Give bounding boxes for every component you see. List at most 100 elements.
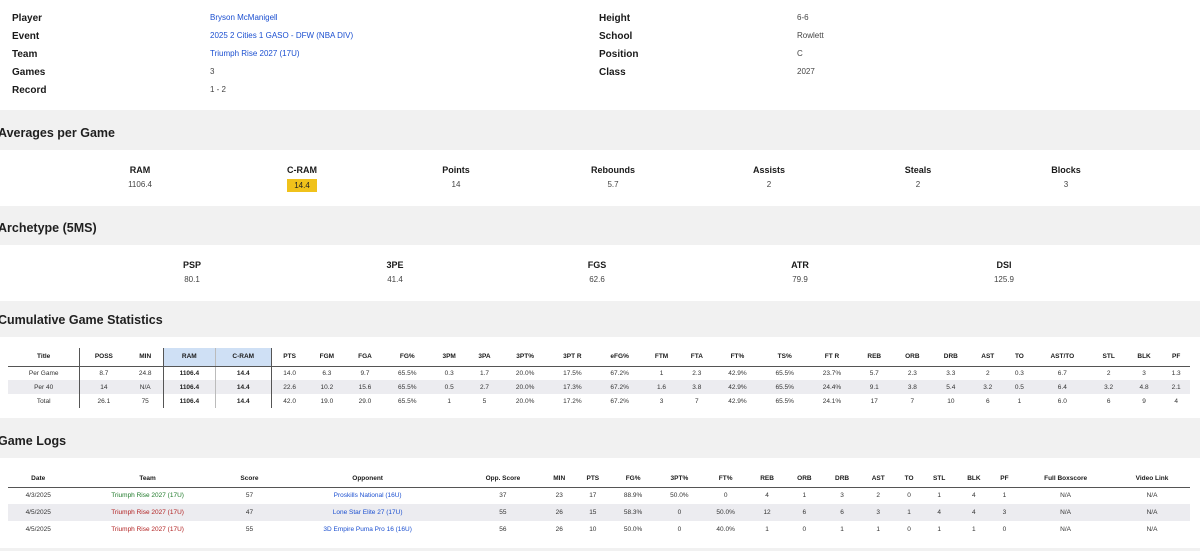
cumulative-cell: 10 (947, 397, 955, 405)
game-logs-col-header[interactable]: FG% (609, 470, 657, 488)
game-log-cell: 2 (876, 492, 881, 500)
team-label: Team (12, 49, 38, 60)
archetype-stat-dsi: DSI 125.9 (949, 260, 1059, 284)
team-link[interactable]: Triumph Rise 2027 (17U) (111, 526, 184, 533)
game-log-cell: 0 (656, 504, 703, 521)
game-log-cell: 26 (542, 504, 576, 521)
opponent-link[interactable]: Lone Star Elite 27 (17U) (272, 504, 464, 521)
cumulative-col-header[interactable]: FT% (713, 348, 762, 367)
game-log-cell: 15 (575, 504, 610, 521)
cumulative-row: Per 40 14 N/A 1106.4 14.4 22.6 10.2 15.6 65.5% 0.… (8, 380, 1190, 394)
game-log-cell: 37 (499, 492, 507, 500)
game-log-cell: 56 (499, 526, 507, 533)
cumulative-cell: 1.6 (643, 380, 680, 394)
game-logs-col-header[interactable]: AST (860, 470, 896, 488)
cumulative-cell: 10.2 (307, 380, 347, 394)
cumulative-cell: 22.6 (271, 380, 308, 394)
game-log-cell: 3 (991, 504, 1018, 521)
class-value: 2027 (797, 67, 815, 76)
cumulative-cell: 5 (482, 397, 487, 405)
game-logs-col-header[interactable]: PF (991, 470, 1018, 488)
cumulative-col-header[interactable]: DRB (931, 348, 970, 367)
opponent-link[interactable]: Proskills National (16U) (333, 492, 402, 500)
stat-label: DSI (996, 260, 1012, 270)
team-link[interactable]: Triumph Rise 2027 (17U) (68, 504, 227, 521)
game-log-cell: 17 (589, 492, 597, 500)
cumulative-col-header[interactable]: Title (8, 348, 81, 367)
cumulative-cell: 4 (1174, 397, 1178, 405)
game-logs-col-header[interactable]: TO (895, 470, 923, 488)
cumulative-col-header[interactable]: 3PA (467, 348, 502, 367)
cumulative-col-header[interactable]: POSS (79, 348, 128, 367)
cumulative-col-header[interactable]: BLK (1125, 348, 1163, 367)
cumulative-col-header[interactable]: FT R (808, 348, 856, 367)
opponent-link[interactable]: 3D Empire Puma Pro 16 (16U) (323, 526, 412, 533)
game-logs-col-header[interactable]: FT% (702, 470, 749, 488)
game-logs-col-header[interactable]: ORB (785, 470, 824, 488)
cumulative-col-header[interactable]: AST/TO (1033, 348, 1092, 367)
stat-value: 125.9 (993, 275, 1015, 284)
cumulative-col-header[interactable]: FGA (346, 348, 384, 367)
game-log-cell: 4 (765, 492, 769, 500)
cumulative-col-header[interactable]: PF (1162, 348, 1190, 367)
cumulative-col-header[interactable]: AST (969, 348, 1006, 367)
game-logs-col-header[interactable]: BLK (955, 470, 992, 488)
cumulative-col-header[interactable]: PTS (271, 348, 308, 367)
game-logs-col-header[interactable]: MIN (542, 470, 576, 488)
game-logs-col-header[interactable]: DRB (823, 470, 861, 488)
game-logs-col-header[interactable]: Opponent (272, 470, 464, 488)
cumulative-cell: 7 (910, 397, 915, 405)
cumulative-col-header[interactable]: FTM (643, 348, 680, 367)
game-logs-col-header[interactable]: Video Link (1114, 470, 1190, 488)
cumulative-cell: 2.1 (1162, 380, 1190, 394)
cumulative-cell: 24.4% (808, 380, 856, 394)
cumulative-cell: 15.6 (346, 380, 384, 394)
cumulative-col-header[interactable]: STL (1091, 348, 1126, 367)
event-link[interactable]: 2025 2 Cities 1 GASO - DFW (NBA DIV) (210, 31, 354, 40)
cumulative-col-header[interactable]: C-RAM (215, 348, 272, 367)
game-logs-col-header[interactable]: REB (748, 470, 786, 488)
game-logs-col-header[interactable]: Opp. Score (463, 470, 543, 488)
cumulative-col-header[interactable]: REB (855, 348, 893, 367)
game-logs-col-header[interactable]: Date (8, 470, 69, 488)
cumulative-cell: 2 (1106, 369, 1111, 377)
game-logs-col-header[interactable]: STL (922, 470, 956, 488)
game-log-cell: 50.0% (702, 504, 749, 521)
player-name-link[interactable]: Bryson McManigell (210, 13, 278, 22)
team-link[interactable]: Triumph Rise 2027 (17U) (210, 49, 300, 58)
cumulative-cell: 0.3 (444, 369, 454, 377)
game-log-cell: 88.9% (623, 492, 643, 500)
cumulative-cell: 14.0 (283, 369, 296, 377)
cumulative-cell: 65.5% (398, 369, 417, 377)
cumulative-cell: 26.1 (97, 397, 111, 405)
game-logs-col-header[interactable]: Full Boxscore (1017, 470, 1115, 488)
cumulative-col-header[interactable]: 3PM (430, 348, 468, 367)
cumulative-col-header[interactable]: 3PT% (501, 348, 549, 367)
team-link[interactable]: Triumph Rise 2027 (17U) (111, 492, 184, 500)
cumulative-col-header[interactable]: TO (1005, 348, 1034, 367)
game-logs-col-header[interactable]: 3PT% (656, 470, 703, 488)
game-log-row: 4/3/2025 Triumph Rise 2027 (17U) 57 Proskil… (8, 487, 1190, 504)
game-log-cell: N/A (1146, 526, 1158, 533)
cumulative-col-header[interactable]: eFG% (596, 348, 644, 367)
stat-label: FGS (587, 260, 607, 270)
cumulative-col-header[interactable]: MIN (127, 348, 164, 367)
game-log-cell: 4 (972, 492, 976, 500)
game-logs-table-body: 4/3/2025 Triumph Rise 2027 (17U) 57 Proskil… (8, 487, 1190, 538)
game-log-cell: N/A (1146, 492, 1158, 500)
game-log-cell: N/A (1060, 492, 1072, 500)
cumulative-col-header[interactable]: FGM (307, 348, 347, 367)
cumulative-cell: Per 40 (8, 380, 81, 394)
game-logs-col-header[interactable]: Team (68, 470, 227, 488)
cumulative-col-header[interactable]: ORB (892, 348, 932, 367)
cumulative-row: Per Game 8.7 24.8 1106.4 14.4 14.0 6.3 9.7 65.5%… (8, 366, 1190, 380)
game-logs-col-header[interactable]: PTS (575, 470, 610, 488)
game-log-row: 4/5/2025 Triumph Rise 2027 (17U) 55 3D Empi… (8, 521, 1190, 538)
cumulative-col-header[interactable]: FG% (383, 348, 431, 367)
game-logs-col-header[interactable]: Score (226, 470, 273, 488)
cumulative-cell: 8.7 (99, 369, 109, 377)
cumulative-col-header[interactable]: FTA (679, 348, 714, 367)
cumulative-col-header[interactable]: 3PT R (548, 348, 597, 367)
cumulative-col-header[interactable]: RAM (163, 348, 216, 367)
cumulative-col-header[interactable]: TS% (761, 348, 809, 367)
